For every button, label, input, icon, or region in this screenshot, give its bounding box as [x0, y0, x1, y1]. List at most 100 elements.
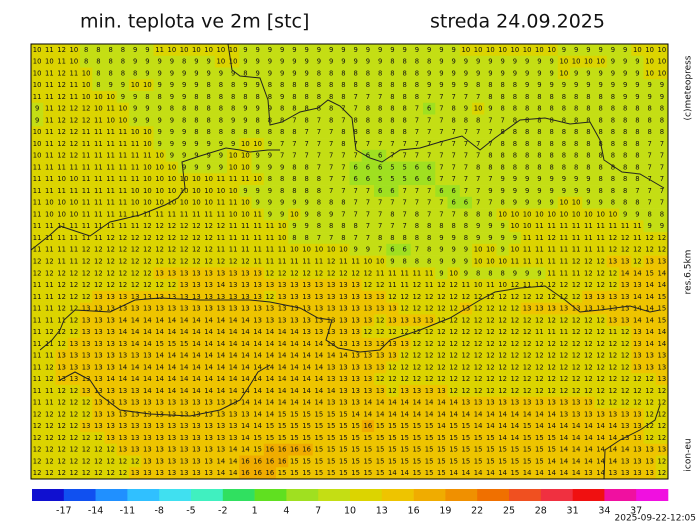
value-label: 11 [535, 328, 544, 336]
value-label: 13 [229, 422, 238, 430]
cell [557, 44, 571, 57]
value-label: 14 [204, 387, 213, 395]
value-label: 13 [106, 363, 115, 371]
value-label: 15 [339, 434, 348, 442]
value-label: 8 [170, 105, 174, 113]
cell [43, 67, 56, 80]
value-label: 14 [584, 446, 593, 454]
value-label: 12 [523, 340, 532, 348]
value-label: 12 [315, 269, 324, 277]
cell [423, 114, 436, 127]
value-label: 12 [204, 258, 213, 266]
value-label: 7 [402, 140, 406, 148]
value-label: 11 [131, 152, 140, 160]
value-label: 7 [317, 163, 321, 171]
value-label: 9 [586, 175, 590, 183]
value-label: 10 [511, 46, 520, 54]
value-label: 12 [511, 305, 520, 313]
value-label: 15 [180, 340, 189, 348]
value-label: 8 [660, 128, 664, 136]
value-label: 11 [94, 128, 103, 136]
value-label: 7 [647, 163, 651, 171]
value-label: 7 [292, 140, 296, 148]
cell [80, 149, 93, 162]
value-label: 14 [560, 469, 569, 477]
value-label: 14 [437, 422, 446, 430]
value-label: 13 [204, 422, 213, 430]
value-label: 9 [513, 234, 517, 242]
value-label: 9 [439, 69, 443, 77]
value-label: 15 [266, 434, 275, 442]
value-label: 9 [574, 81, 578, 89]
value-label: 11 [535, 222, 544, 230]
value-label: 9 [280, 199, 284, 207]
value-label: 14 [327, 352, 336, 360]
value-label: 14 [119, 363, 128, 371]
value-label: 11 [106, 163, 115, 171]
value-label: 15 [425, 434, 434, 442]
title: min. teplota ve 2m [stc] [80, 11, 309, 33]
cell [545, 114, 559, 127]
cell [153, 91, 167, 104]
value-label: 7 [415, 140, 419, 148]
value-label: 10 [70, 58, 79, 66]
cell [619, 102, 632, 115]
value-label: 9 [145, 116, 149, 124]
date: streda 24.09.2025 [430, 11, 605, 33]
value-label: 11 [82, 163, 91, 171]
value-label: 7 [476, 175, 480, 183]
value-label: 7 [415, 128, 419, 136]
value-label: 9 [574, 46, 578, 54]
value-label: 14 [229, 446, 238, 454]
value-label: 14 [278, 387, 287, 395]
value-label: 8 [611, 175, 615, 183]
value-label: 11 [33, 293, 42, 301]
value-label: 8 [549, 105, 553, 113]
cell [276, 102, 289, 115]
value-label: 15 [498, 446, 507, 454]
value-label: 12 [82, 446, 91, 454]
cell [386, 102, 399, 115]
value-label: 13 [106, 340, 115, 348]
value-label: 7 [647, 140, 651, 148]
value-label: 10 [658, 58, 667, 66]
value-label: 8 [366, 128, 370, 136]
value-label: 10 [119, 116, 128, 124]
value-label: 10 [486, 258, 495, 266]
value-label: 13 [204, 434, 213, 442]
value-label: 12 [33, 446, 42, 454]
value-label: 14 [217, 375, 226, 383]
cell [582, 44, 595, 57]
value-label: 9 [194, 152, 198, 160]
value-label: 11 [523, 246, 532, 254]
value-label: 8 [611, 93, 615, 101]
value-label: 15 [364, 457, 373, 465]
value-label: 13 [633, 281, 642, 289]
value-label: 9 [488, 187, 492, 195]
colorbar-swatch [127, 489, 160, 501]
value-label: 9 [206, 140, 210, 148]
value-label: 12 [523, 352, 532, 360]
value-label: 13 [633, 422, 642, 430]
cell [116, 79, 130, 92]
cell [104, 44, 118, 57]
cell [337, 91, 350, 104]
value-label: 9 [439, 234, 443, 242]
value-label: 13 [474, 399, 483, 407]
value-label: 14 [168, 328, 177, 336]
value-label: 11 [45, 81, 54, 89]
value-label: 13 [119, 293, 128, 301]
value-label: 10 [302, 246, 311, 254]
cell [129, 79, 142, 92]
value-label: 8 [231, 81, 235, 89]
value-label: 7 [378, 222, 382, 230]
value-label: 15 [400, 434, 409, 442]
value-label: 12 [192, 258, 201, 266]
cell [227, 114, 240, 127]
value-label: 12 [33, 469, 42, 477]
cell [631, 138, 644, 151]
value-label: 15 [327, 434, 336, 442]
value-label: 8 [317, 199, 321, 207]
value-label: 11 [106, 199, 115, 207]
value-label: 8 [525, 140, 529, 148]
